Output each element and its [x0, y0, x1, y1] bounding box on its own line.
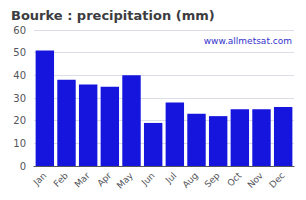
svg-text:Jul: Jul [163, 170, 178, 185]
svg-text:40: 40 [13, 70, 26, 81]
svg-text:30: 30 [13, 93, 26, 104]
svg-text:10: 10 [13, 138, 26, 149]
svg-text:Mar: Mar [73, 170, 92, 189]
svg-text:May: May [115, 170, 136, 191]
svg-text:Apr: Apr [95, 170, 113, 188]
svg-text:60: 60 [13, 25, 26, 36]
svg-text:Feb: Feb [52, 170, 71, 189]
svg-text:50: 50 [13, 47, 26, 58]
svg-text:Dec: Dec [267, 170, 286, 189]
svg-text:Aug: Aug [181, 170, 200, 189]
svg-text:Jan: Jan [31, 170, 49, 188]
svg-text:Nov: Nov [246, 170, 266, 190]
svg-text:Sep: Sep [203, 170, 222, 189]
svg-text:0: 0 [20, 161, 26, 172]
svg-text:www.allmetsat.com: www.allmetsat.com [204, 36, 292, 46]
svg-text:Jun: Jun [139, 170, 157, 188]
svg-text:Bourke : precipitation (mm): Bourke : precipitation (mm) [11, 8, 215, 23]
svg-text:Oct: Oct [225, 170, 243, 188]
svg-text:20: 20 [13, 115, 26, 126]
